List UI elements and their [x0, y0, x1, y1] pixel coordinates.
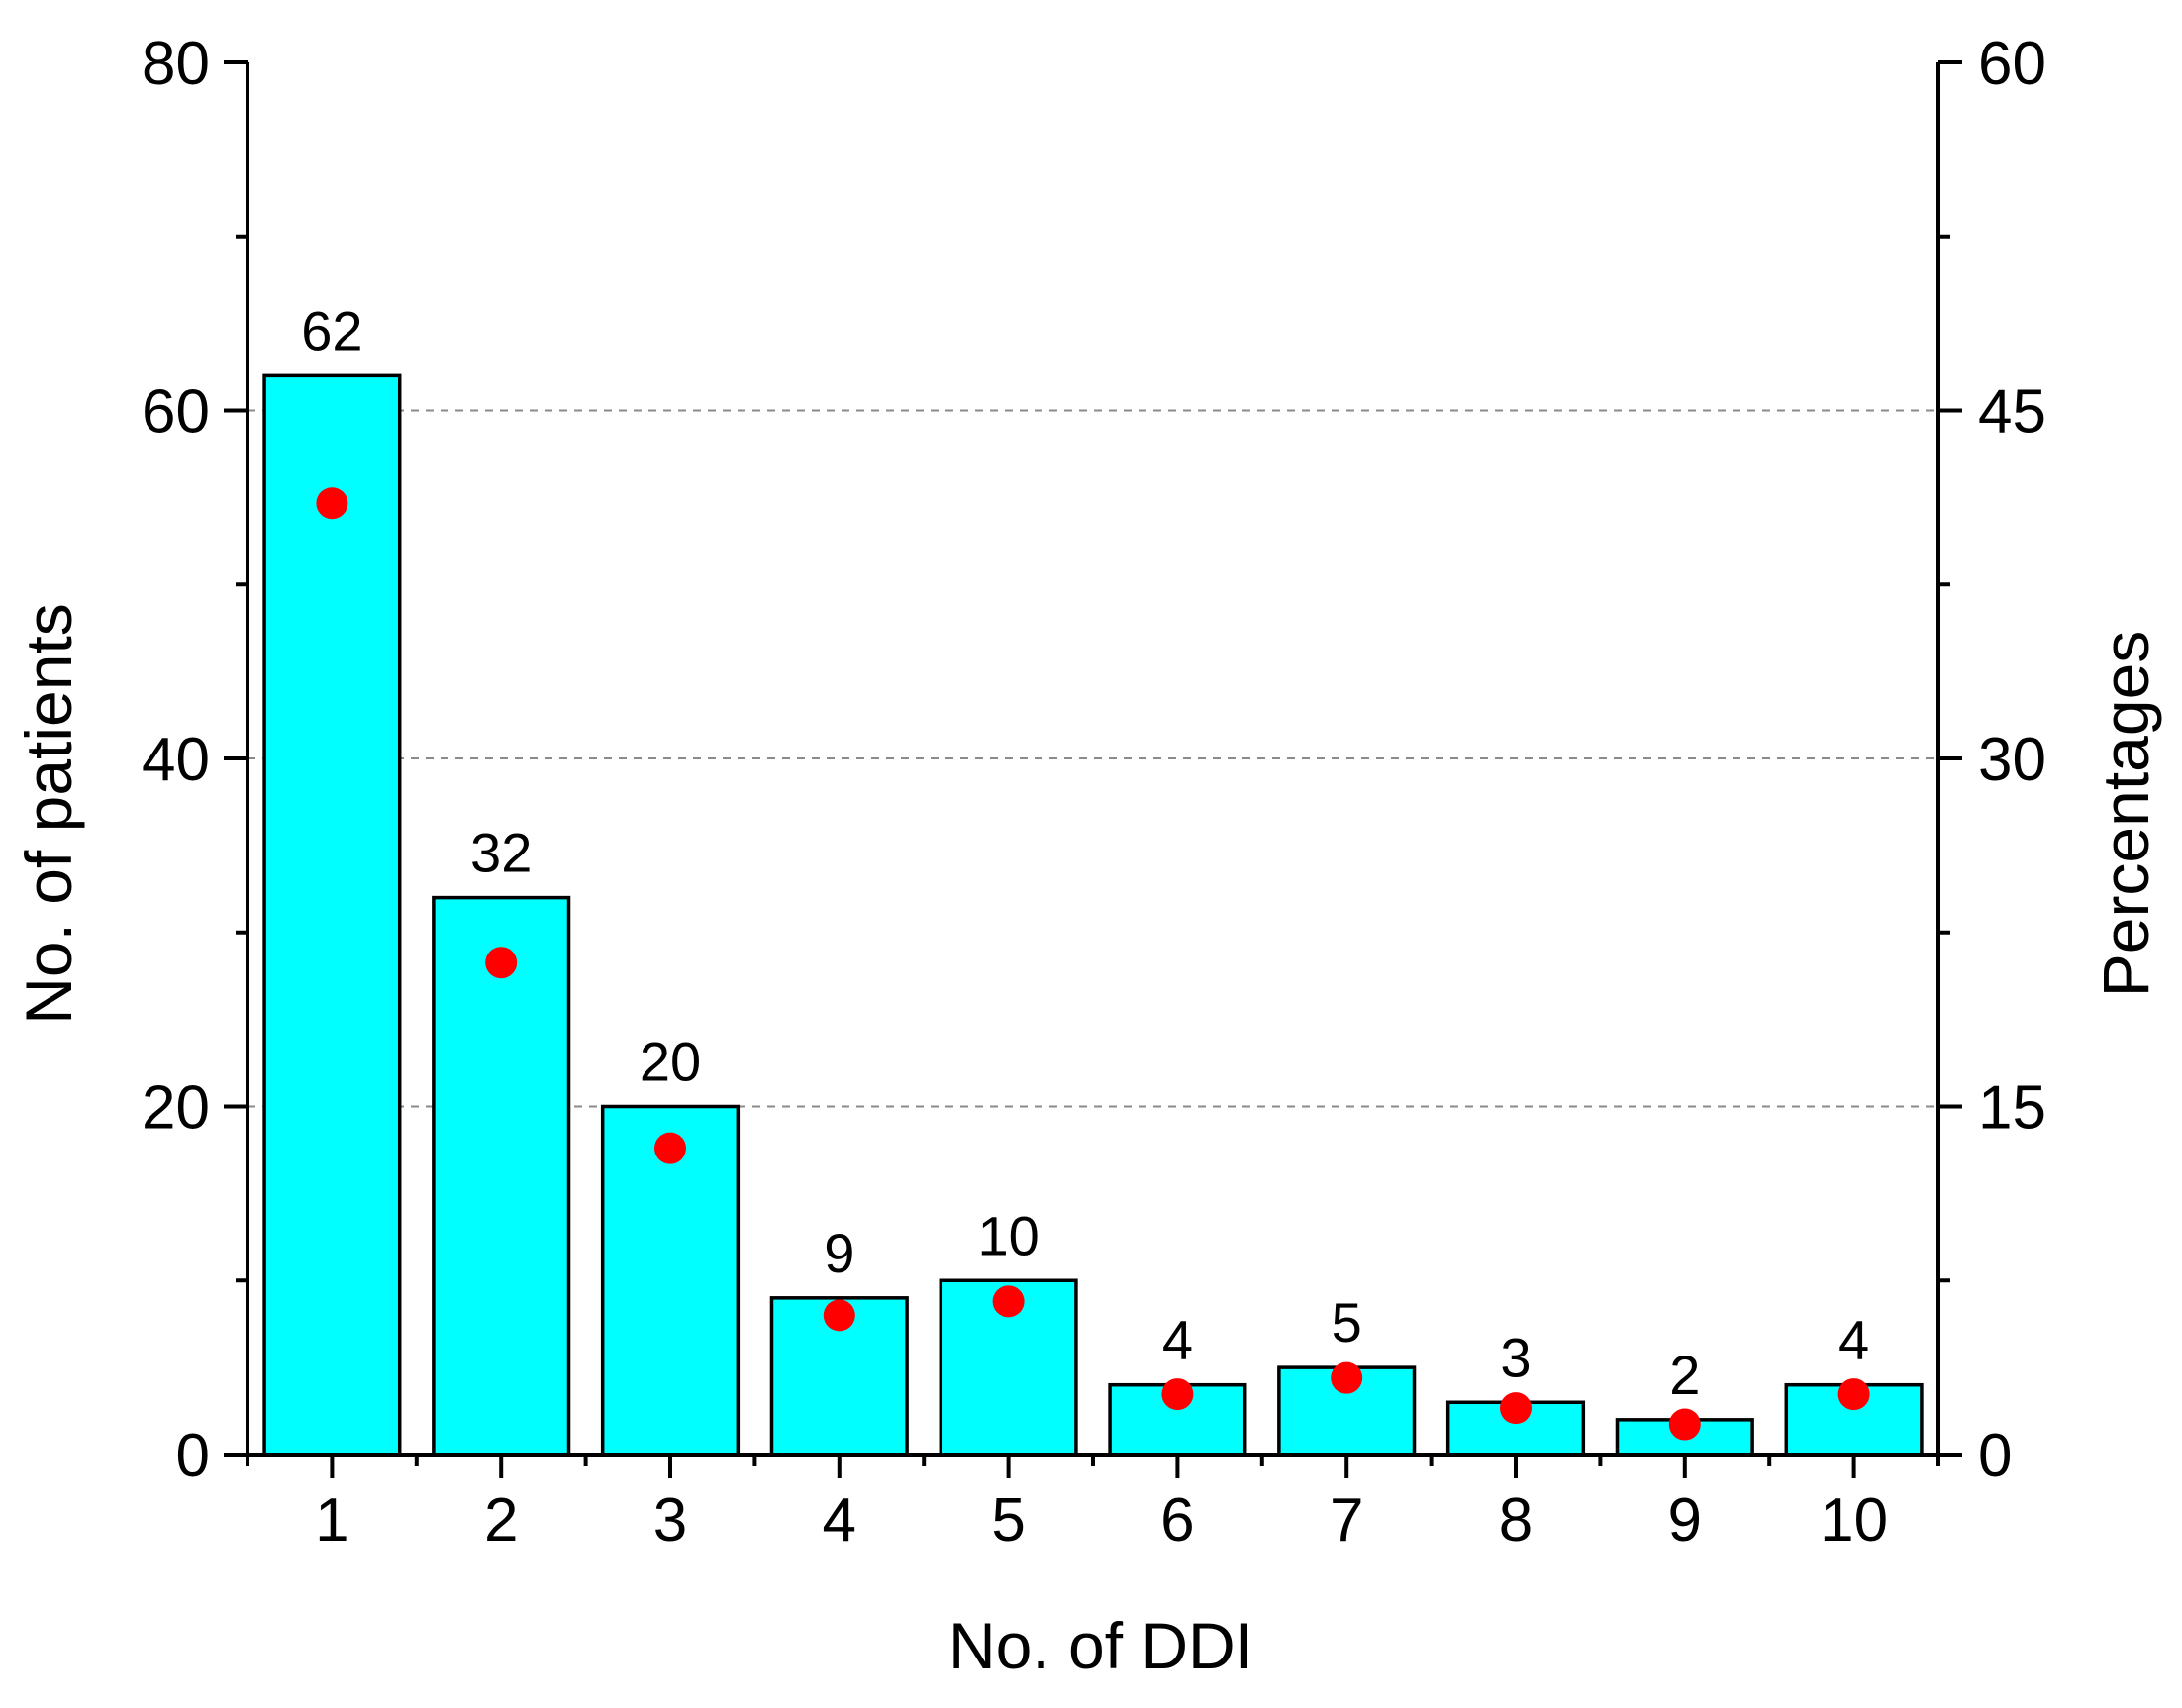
- point-5: [992, 1285, 1025, 1318]
- x-tick-label-5: 5: [991, 1486, 1025, 1555]
- y-tick-label-80: 80: [142, 30, 210, 98]
- bar-2: [432, 895, 571, 1457]
- y2-tick-label-45: 45: [1978, 378, 2046, 447]
- data-label-1: 62: [301, 299, 362, 361]
- x-tick-label-8: 8: [1499, 1486, 1533, 1555]
- point-8: [1500, 1392, 1532, 1425]
- data-label-10: 4: [1838, 1309, 1869, 1371]
- x-tick-label-4: 4: [823, 1486, 856, 1555]
- percentage-points: [316, 487, 1870, 1441]
- point-6: [1161, 1378, 1194, 1411]
- x-tick-label-1: 1: [315, 1486, 348, 1555]
- x-tick-label-9: 9: [1668, 1486, 1702, 1555]
- data-label-5: 10: [977, 1204, 1039, 1266]
- point-1: [316, 487, 348, 520]
- point-10: [1837, 1378, 1870, 1411]
- y-tick-label-40: 40: [142, 726, 210, 794]
- bar-1: [262, 373, 402, 1457]
- x-tick-label-3: 3: [653, 1486, 687, 1555]
- y2-tick-label-60: 60: [1978, 30, 2046, 98]
- y-tick-label-60: 60: [142, 378, 210, 447]
- data-label-9: 2: [1669, 1344, 1700, 1406]
- bars: [262, 373, 1924, 1457]
- point-3: [654, 1132, 686, 1164]
- data-label-8: 3: [1500, 1326, 1531, 1388]
- point-4: [823, 1299, 855, 1332]
- point-2: [485, 947, 518, 979]
- y-tick-label-0: 0: [176, 1422, 210, 1490]
- x-tick-label-2: 2: [484, 1486, 518, 1555]
- bar-3: [600, 1104, 741, 1457]
- data-label-7: 5: [1332, 1291, 1362, 1354]
- bar-6: [1108, 1382, 1247, 1457]
- data-label-3: 20: [640, 1031, 701, 1093]
- data-label-4: 9: [824, 1222, 854, 1284]
- x-tick-label-7: 7: [1330, 1486, 1363, 1555]
- data-label-6: 4: [1162, 1309, 1193, 1371]
- point-7: [1331, 1361, 1363, 1394]
- y2-axis-title: Percentages: [2089, 631, 2162, 998]
- y-axis-title: No. of patients: [12, 603, 85, 1025]
- y2-tick-label-0: 0: [1978, 1422, 2012, 1490]
- x-tick-label-10: 10: [1820, 1486, 1888, 1555]
- data-label-2: 32: [470, 822, 532, 884]
- y-tick-label-20: 20: [142, 1074, 210, 1143]
- point-9: [1668, 1408, 1701, 1441]
- x-tick-label-6: 6: [1160, 1486, 1194, 1555]
- y2-tick-label-30: 30: [1978, 726, 2046, 794]
- x-axis-title: No. of DDI: [948, 1609, 1253, 1682]
- y2-tick-label-15: 15: [1978, 1074, 2046, 1143]
